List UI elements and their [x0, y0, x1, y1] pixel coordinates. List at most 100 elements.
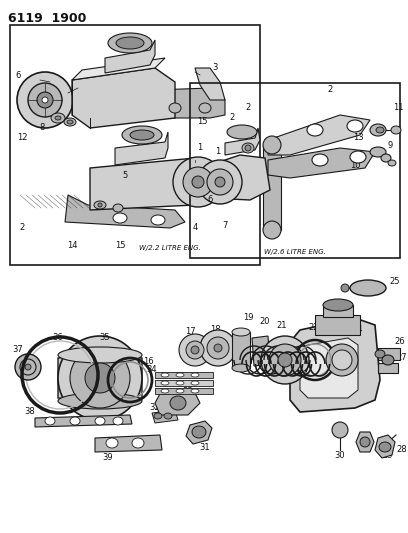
Text: 1: 1 — [132, 34, 137, 43]
Ellipse shape — [64, 118, 76, 126]
Ellipse shape — [170, 396, 186, 410]
Ellipse shape — [391, 126, 401, 134]
Text: W/2.6 LITRE ENG.: W/2.6 LITRE ENG. — [264, 249, 326, 255]
Text: 27: 27 — [397, 353, 407, 362]
Ellipse shape — [113, 204, 123, 212]
Ellipse shape — [379, 442, 391, 452]
Ellipse shape — [370, 147, 386, 157]
Polygon shape — [58, 355, 142, 401]
Ellipse shape — [67, 120, 73, 124]
Ellipse shape — [45, 417, 55, 425]
Ellipse shape — [176, 373, 184, 377]
Text: 6: 6 — [207, 196, 213, 205]
Polygon shape — [90, 158, 205, 210]
Text: 15: 15 — [115, 240, 125, 249]
Ellipse shape — [132, 438, 144, 448]
Ellipse shape — [113, 213, 127, 223]
Text: 13: 13 — [135, 141, 145, 149]
Text: 37: 37 — [13, 345, 23, 354]
Ellipse shape — [370, 124, 386, 136]
Ellipse shape — [332, 422, 348, 438]
Polygon shape — [105, 40, 155, 73]
Ellipse shape — [15, 354, 41, 380]
Ellipse shape — [200, 330, 236, 366]
Text: 3: 3 — [212, 63, 218, 72]
Text: 32: 32 — [150, 403, 160, 413]
Ellipse shape — [312, 154, 328, 166]
Text: 19: 19 — [243, 313, 253, 322]
Ellipse shape — [106, 438, 118, 448]
Ellipse shape — [151, 215, 165, 225]
Ellipse shape — [382, 355, 394, 365]
Ellipse shape — [108, 33, 152, 53]
Polygon shape — [268, 148, 375, 178]
Ellipse shape — [245, 145, 251, 151]
Ellipse shape — [130, 130, 154, 140]
Ellipse shape — [58, 336, 142, 420]
Ellipse shape — [198, 160, 242, 204]
Polygon shape — [35, 415, 132, 427]
Text: 33: 33 — [183, 387, 193, 397]
Ellipse shape — [332, 350, 352, 370]
Ellipse shape — [42, 97, 48, 103]
Bar — [190, 83, 400, 258]
Bar — [378, 363, 398, 373]
Ellipse shape — [169, 103, 181, 113]
Ellipse shape — [176, 389, 184, 393]
Text: 21: 21 — [277, 320, 287, 329]
Text: 18: 18 — [210, 326, 220, 335]
Ellipse shape — [278, 353, 292, 367]
Ellipse shape — [191, 373, 199, 377]
Ellipse shape — [164, 413, 172, 419]
Text: 1: 1 — [215, 148, 221, 157]
Text: 14: 14 — [67, 240, 77, 249]
Ellipse shape — [269, 344, 301, 376]
Ellipse shape — [323, 299, 353, 311]
Ellipse shape — [161, 373, 169, 377]
Ellipse shape — [347, 120, 363, 132]
Polygon shape — [252, 336, 270, 366]
Text: 36: 36 — [53, 334, 63, 343]
Bar — [155, 388, 213, 394]
Text: 5: 5 — [122, 171, 128, 180]
Polygon shape — [155, 390, 200, 415]
Text: 29: 29 — [383, 450, 393, 459]
Text: 31: 31 — [200, 443, 210, 453]
Text: 23: 23 — [335, 326, 345, 335]
Ellipse shape — [214, 344, 222, 352]
Ellipse shape — [85, 363, 115, 393]
Ellipse shape — [186, 341, 204, 359]
Ellipse shape — [70, 348, 130, 408]
Text: 7: 7 — [222, 221, 228, 230]
Ellipse shape — [360, 437, 370, 447]
Ellipse shape — [51, 113, 65, 123]
Ellipse shape — [326, 344, 358, 376]
Polygon shape — [95, 435, 162, 452]
Bar — [378, 348, 400, 360]
Ellipse shape — [154, 413, 162, 419]
Text: 2: 2 — [245, 103, 251, 112]
Ellipse shape — [307, 124, 323, 136]
Polygon shape — [375, 435, 395, 458]
Text: 35: 35 — [100, 334, 110, 343]
Polygon shape — [186, 421, 212, 444]
Polygon shape — [65, 195, 185, 228]
Ellipse shape — [37, 92, 53, 108]
Text: 10: 10 — [350, 160, 360, 169]
Polygon shape — [155, 88, 225, 118]
Polygon shape — [210, 155, 270, 200]
Ellipse shape — [58, 393, 142, 409]
Text: 2: 2 — [229, 114, 235, 123]
Text: 30: 30 — [335, 450, 345, 459]
Bar — [155, 372, 213, 378]
Text: 13: 13 — [353, 133, 363, 142]
Ellipse shape — [381, 154, 391, 162]
Polygon shape — [225, 128, 260, 155]
Polygon shape — [268, 115, 370, 155]
Ellipse shape — [242, 143, 254, 153]
Text: 12: 12 — [17, 133, 27, 142]
Polygon shape — [152, 410, 178, 423]
Ellipse shape — [215, 177, 225, 187]
Bar — [263, 145, 281, 230]
Polygon shape — [115, 132, 168, 165]
